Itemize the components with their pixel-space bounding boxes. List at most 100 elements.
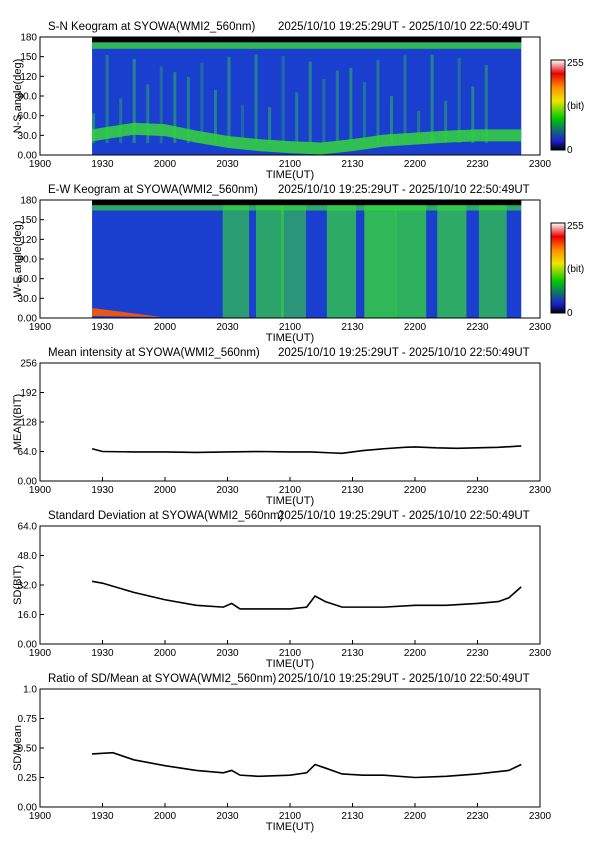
x-tick-label: 1900	[29, 159, 52, 170]
no-data-strip	[92, 37, 522, 43]
keogram-streak	[390, 96, 393, 143]
x-tick-label: 2230	[466, 485, 489, 496]
keogram-streak	[471, 86, 475, 143]
y-axis-label: SD(BIT)	[12, 565, 24, 605]
keogram-streak	[308, 61, 312, 143]
y-axis-label: W-E angle(deg)	[12, 221, 24, 298]
keogram-streak	[92, 113, 96, 143]
keogram-streak	[335, 70, 339, 143]
bright-band	[364, 204, 397, 318]
y-tick-label: 0.50	[18, 744, 38, 755]
panel-title: S-N Keogram at SYOWA(WMI2_560nm)	[48, 21, 255, 33]
x-tick-label: 2000	[154, 485, 177, 496]
x-tick-label: 2300	[529, 485, 552, 496]
keogram-streak	[322, 78, 326, 143]
y-tick-label: 192	[20, 388, 37, 399]
keogram-streak	[444, 100, 448, 143]
x-tick-label: 2030	[216, 159, 239, 170]
keogram-streak	[430, 54, 434, 143]
keogram-streak	[200, 62, 204, 144]
keogram-streak	[241, 104, 245, 143]
x-tick-label: 2100	[279, 485, 302, 496]
x-tick-label: 2230	[466, 811, 489, 822]
plot-frame	[39, 199, 541, 319]
x-tick-label: 2030	[216, 811, 239, 822]
keogram-streak	[186, 77, 190, 143]
panel-title: Ratio of SD/Mean at SYOWA(WMI2_560nm)	[48, 673, 277, 685]
x-tick-label: 2100	[279, 322, 302, 333]
keogram-streak	[403, 55, 407, 144]
keogram-streak	[457, 58, 461, 143]
x-axis-label: TIME(UT)	[266, 332, 314, 344]
x-tick-label: 2200	[404, 811, 427, 822]
time-range: 2025/10/10 19:25:29UT - 2025/10/10 22:50…	[278, 21, 530, 33]
y-tick-label: 0.00	[18, 640, 38, 651]
keogram-streak	[295, 92, 299, 143]
y-tick-label: 256	[20, 359, 37, 370]
keogram-streak	[254, 54, 258, 143]
x-tick-label: 1930	[91, 159, 114, 170]
keogram-streak	[376, 59, 380, 143]
keogram-streak	[146, 84, 150, 143]
time-range: 2025/10/10 19:25:29UT - 2025/10/10 22:50…	[278, 347, 530, 359]
panel-title: E-W Keogram at SYOWA(WMI2_560nm)	[48, 184, 258, 196]
x-tick-label: 1930	[91, 648, 114, 659]
x-tick-label: 2200	[404, 648, 427, 659]
chart-panel-1: S-N Keogram at SYOWA(WMI2_560nm) 2025/10/…	[12, 21, 584, 181]
bright-band	[222, 204, 250, 318]
y-tick-label: 0.75	[18, 714, 38, 725]
x-tick-label: 1930	[91, 811, 114, 822]
keogram-streak	[349, 67, 353, 143]
chart-panel-2: E-W Keogram at SYOWA(WMI2_560nm) 2025/10/…	[12, 184, 584, 344]
time-range: 2025/10/10 19:25:29UT - 2025/10/10 22:50…	[278, 673, 530, 685]
x-tick-label: 2230	[466, 648, 489, 659]
upper-band	[92, 205, 522, 211]
horizon-glow	[92, 308, 163, 317]
bright-band	[256, 204, 284, 318]
chart-panel-5: Ratio of SD/Mean at SYOWA(WMI2_560nm) 202…	[12, 673, 552, 833]
y-tick-label: 30.0	[18, 294, 38, 305]
panel-title: Mean intensity at SYOWA(WMI2_560nm)	[48, 347, 260, 359]
y-tick-label: 0.25	[18, 773, 38, 784]
series-line	[91, 580, 522, 610]
x-tick-label: 2000	[154, 159, 177, 170]
y-tick-label: 0.00	[18, 151, 38, 162]
chart-panel-4: Standard Deviation at SYOWA(WMI2_560nm)2…	[12, 510, 552, 670]
x-tick-label: 2000	[154, 322, 177, 333]
y-tick-label: 0.00	[18, 314, 38, 325]
x-tick-label: 2000	[154, 811, 177, 822]
x-tick-label: 2300	[529, 322, 552, 333]
keogram-streak	[268, 107, 272, 143]
y-tick-label: 128	[20, 418, 37, 429]
keogram-streak	[105, 54, 109, 143]
no-data-strip	[92, 200, 522, 206]
y-tick-label: 64.0	[18, 447, 38, 458]
x-tick-label: 2300	[529, 648, 552, 659]
x-axis-label: TIME(UT)	[266, 821, 314, 833]
x-tick-label: 1900	[29, 648, 52, 659]
colorbar-min: 0	[567, 145, 573, 156]
colorbar-max: 255	[567, 58, 584, 69]
series-line	[92, 751, 522, 779]
colorbar-unit: (bit)	[567, 264, 584, 275]
x-tick-label: 2200	[404, 485, 427, 496]
keogram-streak	[213, 90, 217, 143]
y-axis-label: SD/Mean	[12, 725, 24, 771]
y-tick-label: 0.00	[18, 803, 38, 814]
x-tick-label: 2230	[466, 159, 489, 170]
bright-band	[395, 204, 427, 318]
bright-band	[437, 204, 467, 318]
x-tick-label: 2130	[341, 159, 364, 170]
y-tick-label: 180	[20, 33, 37, 44]
x-axis-label: TIME(UT)	[266, 495, 314, 507]
bright-band	[326, 204, 357, 318]
y-tick-label: 150	[20, 215, 37, 226]
y-tick-label: 150	[20, 52, 37, 63]
colorbar-min: 0	[567, 308, 573, 319]
bright-band	[281, 204, 306, 318]
y-axis-label: MEAN(BIT)	[12, 394, 24, 450]
x-tick-label: 2030	[216, 485, 239, 496]
upper-band	[92, 42, 522, 49]
x-tick-label: 2200	[404, 322, 427, 333]
